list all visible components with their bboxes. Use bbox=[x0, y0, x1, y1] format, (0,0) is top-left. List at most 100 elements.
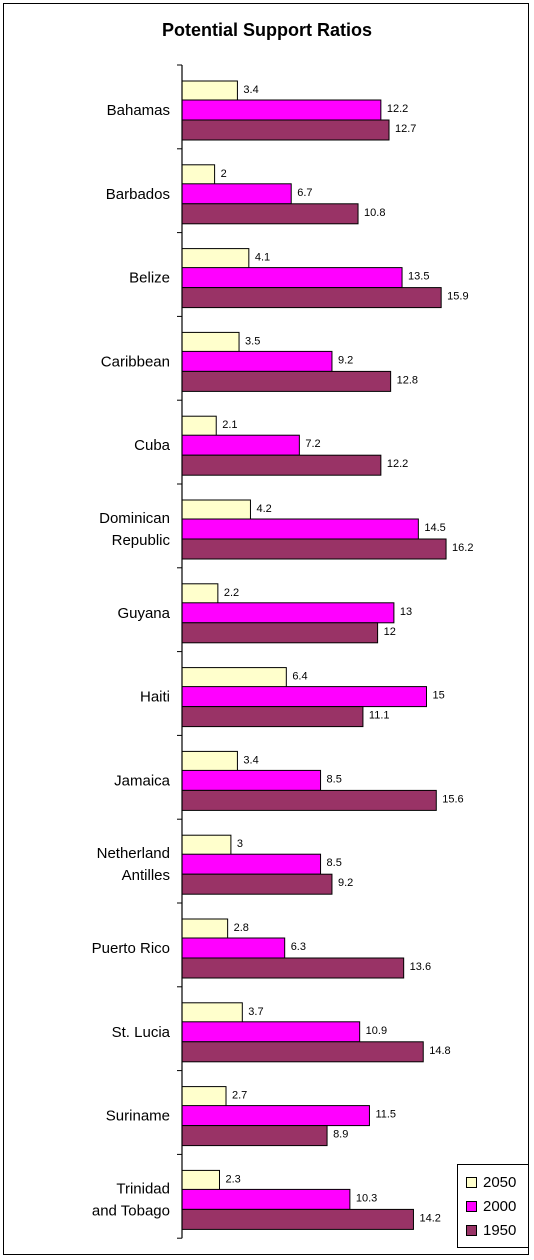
category-label: Trinidad bbox=[116, 1180, 170, 1197]
bar-1950 bbox=[181, 622, 379, 644]
chart-title: Potential Support Ratios bbox=[161, 20, 372, 40]
bar-2000 bbox=[181, 267, 403, 289]
value-label-2000: 10.9 bbox=[366, 1025, 387, 1037]
value-label-1950: 9.2 bbox=[338, 877, 353, 889]
legend-swatch-2050 bbox=[466, 1176, 477, 1188]
value-label-2050: 4.1 bbox=[255, 252, 270, 264]
category-label: Cuba bbox=[134, 437, 171, 454]
bar-2000 bbox=[181, 686, 427, 708]
bar-2050 bbox=[181, 1002, 243, 1024]
value-label-2000: 13 bbox=[400, 606, 412, 618]
value-label-2000: 10.3 bbox=[356, 1192, 377, 1204]
bar-1950 bbox=[181, 873, 333, 895]
bar-2050 bbox=[181, 415, 217, 437]
bar-1950 bbox=[181, 454, 382, 476]
value-label-2000: 14.5 bbox=[424, 522, 445, 534]
category-label: Republic bbox=[112, 532, 171, 549]
legend-item-2000: 2000 bbox=[466, 1196, 516, 1216]
category-label: Jamaica bbox=[114, 772, 171, 789]
bar-2050 bbox=[181, 834, 232, 856]
bar-2050 bbox=[181, 667, 287, 689]
legend-label-2050: 2050 bbox=[483, 1173, 517, 1191]
bar-2000 bbox=[181, 99, 382, 121]
value-label-2050: 2.2 bbox=[224, 587, 239, 599]
bar-2050 bbox=[181, 248, 250, 270]
bar-2050 bbox=[181, 499, 251, 521]
category-label: Netherland bbox=[97, 845, 170, 862]
value-label-1950: 16.2 bbox=[452, 542, 473, 554]
bar-1950 bbox=[181, 1208, 414, 1230]
legend-swatch-2000 bbox=[466, 1200, 477, 1212]
bar-2000 bbox=[181, 350, 333, 372]
value-label-1950: 15.9 bbox=[447, 291, 468, 303]
value-label-1950: 15.6 bbox=[442, 793, 463, 805]
value-label-2050: 3.4 bbox=[243, 84, 258, 96]
value-label-2050: 2.8 bbox=[234, 922, 249, 934]
bar-1950 bbox=[181, 538, 447, 560]
value-label-2050: 2.1 bbox=[222, 419, 237, 431]
category-label: and Tobago bbox=[92, 1202, 170, 1219]
value-label-1950: 12.8 bbox=[397, 374, 418, 386]
value-label-1950: 13.6 bbox=[410, 961, 431, 973]
category-label: Puerto Rico bbox=[92, 940, 170, 957]
value-label-2050: 3.4 bbox=[243, 754, 258, 766]
bar-2050 bbox=[181, 918, 229, 940]
bar-1950 bbox=[181, 287, 442, 309]
bar-1950 bbox=[181, 706, 364, 728]
bar-2050 bbox=[181, 80, 238, 102]
bar-2000 bbox=[181, 1105, 370, 1127]
value-label-2000: 9.2 bbox=[338, 354, 353, 366]
bar-2000 bbox=[181, 853, 322, 875]
value-label-1950: 12.2 bbox=[387, 458, 408, 470]
bar-2000 bbox=[181, 769, 322, 791]
bar-2000 bbox=[181, 1188, 351, 1210]
bar-1950 bbox=[181, 203, 359, 225]
bar-2000 bbox=[181, 1021, 361, 1043]
value-label-2050: 3.5 bbox=[245, 335, 260, 347]
value-label-2000: 11.5 bbox=[375, 1109, 396, 1121]
value-label-2050: 3.7 bbox=[248, 1006, 263, 1018]
bar-2050 bbox=[181, 1086, 227, 1108]
value-label-2000: 12.2 bbox=[387, 103, 408, 115]
legend: 2050 2000 1950 bbox=[457, 1164, 529, 1248]
bar-1950 bbox=[181, 789, 437, 811]
bar-1950 bbox=[181, 119, 390, 141]
category-label: Antilles bbox=[122, 867, 170, 884]
legend-item-2050: 2050 bbox=[466, 1172, 516, 1192]
bar-2000 bbox=[181, 183, 292, 205]
value-label-2050: 2.7 bbox=[232, 1090, 247, 1102]
bar-2000 bbox=[181, 518, 419, 540]
value-label-1950: 10.8 bbox=[364, 207, 385, 219]
value-label-2050: 4.2 bbox=[256, 503, 271, 515]
bar-2050 bbox=[181, 164, 216, 186]
category-label: Caribbean bbox=[101, 353, 170, 370]
value-label-2050: 3 bbox=[237, 838, 243, 850]
bar-2050 bbox=[181, 583, 219, 605]
value-label-1950: 12.7 bbox=[395, 123, 416, 135]
category-label: Belize bbox=[129, 270, 170, 287]
bar-2000 bbox=[181, 937, 286, 959]
value-label-1950: 11.1 bbox=[369, 710, 390, 722]
bar-2050 bbox=[181, 331, 240, 353]
legend-swatch-1950 bbox=[466, 1224, 477, 1236]
value-label-1950: 8.9 bbox=[333, 1129, 348, 1141]
category-label: Bahamas bbox=[107, 102, 170, 119]
value-label-2000: 6.7 bbox=[297, 187, 312, 199]
bar-2000 bbox=[181, 434, 300, 456]
value-label-1950: 12 bbox=[384, 626, 396, 638]
category-label: Dominican bbox=[99, 510, 170, 527]
legend-item-1950: 1950 bbox=[466, 1220, 516, 1240]
legend-label-2000: 2000 bbox=[483, 1197, 517, 1215]
value-label-2000: 8.5 bbox=[327, 773, 342, 785]
bar-1950 bbox=[181, 957, 405, 979]
value-label-2000: 8.5 bbox=[327, 857, 342, 869]
value-label-1950: 14.2 bbox=[419, 1212, 440, 1224]
value-label-2000: 7.2 bbox=[305, 438, 320, 450]
bar-2050 bbox=[181, 1169, 220, 1191]
value-label-2050: 6.4 bbox=[292, 671, 307, 683]
value-label-1950: 14.8 bbox=[429, 1045, 450, 1057]
value-label-2000: 15 bbox=[433, 690, 445, 702]
value-label-2050: 2 bbox=[221, 168, 227, 180]
value-label-2000: 13.5 bbox=[408, 271, 429, 283]
value-label-2050: 2.3 bbox=[225, 1173, 240, 1185]
